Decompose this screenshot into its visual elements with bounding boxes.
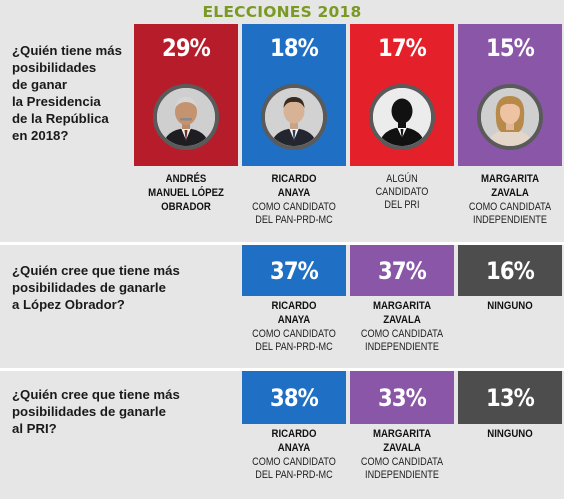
candidate-subtitle: COMO CANDIDATA INDEPENDIENTE	[468, 201, 552, 226]
data-label: 17%	[378, 34, 427, 62]
data-label: 16%	[486, 257, 535, 285]
generic-candidate-silhouette-icon	[369, 84, 435, 150]
header-bar: ELECCIONES 2018	[0, 0, 564, 24]
amlo-portrait-icon	[153, 84, 219, 150]
candidate-name: ANDRÉS MANUEL LÓPEZ OBRADOR	[148, 173, 224, 213]
candidate-subtitle: COMO CANDIDATA INDEPENDIENTE	[360, 328, 444, 353]
data-label: 33%	[378, 384, 427, 412]
bar-38-anaya: 38%	[242, 371, 346, 424]
anaya-portrait-icon	[261, 84, 327, 150]
bar-13-ninguno: 13%	[458, 371, 562, 424]
data-label: 37%	[378, 257, 427, 285]
candidate-name: RICARDO ANAYA	[271, 173, 317, 199]
candidate-name: RICARDO ANAYA	[271, 428, 317, 454]
question-1: ¿Quién tiene más posibilidades de ganar …	[12, 43, 122, 143]
data-label: 37%	[270, 257, 319, 285]
candidate-subtitle: COMO CANDIDATO DEL PAN-PRD-MC	[252, 328, 336, 353]
candidate-subtitle: COMO CANDIDATO DEL PAN-PRD-MC	[252, 201, 336, 226]
data-label: 29%	[162, 34, 211, 62]
candidate-subtitle: COMO CANDIDATA INDEPENDIENTE	[360, 456, 444, 481]
question-3: ¿Quién cree que tiene más posibilidades …	[12, 387, 180, 436]
bar-37-zavala: 37%	[350, 245, 454, 296]
candidate-subtitle: COMO CANDIDATO DEL PAN-PRD-MC	[252, 456, 336, 481]
data-label: 15%	[486, 34, 535, 62]
bar-37-anaya: 37%	[242, 245, 346, 296]
candidate-name: RICARDO ANAYA	[271, 300, 317, 326]
candidate-name: NINGUNO	[487, 428, 533, 440]
bar-29-amlo: 29%	[134, 24, 238, 166]
page-title: ELECCIONES 2018	[202, 3, 362, 21]
question-2: ¿Quién cree que tiene más posibilidades …	[12, 263, 180, 312]
data-label: 38%	[270, 384, 319, 412]
data-label: 18%	[270, 34, 319, 62]
bar-33-zavala: 33%	[350, 371, 454, 424]
bar-18-anaya: 18%	[242, 24, 346, 166]
candidate-subtitle: ALGÚN CANDIDATO DEL PRI	[375, 173, 429, 211]
bar-16-ninguno: 16%	[458, 245, 562, 296]
bar-15-zavala: 15%	[458, 24, 562, 166]
candidate-name: MARGARITA ZAVALA	[372, 300, 432, 326]
bar-17-pri: 17%	[350, 24, 454, 166]
data-label: 13%	[486, 384, 535, 412]
candidate-name: MARGARITA ZAVALA	[480, 173, 540, 199]
candidate-name: MARGARITA ZAVALA	[372, 428, 432, 454]
zavala-portrait-icon	[477, 84, 543, 150]
candidate-name: NINGUNO	[487, 300, 533, 312]
